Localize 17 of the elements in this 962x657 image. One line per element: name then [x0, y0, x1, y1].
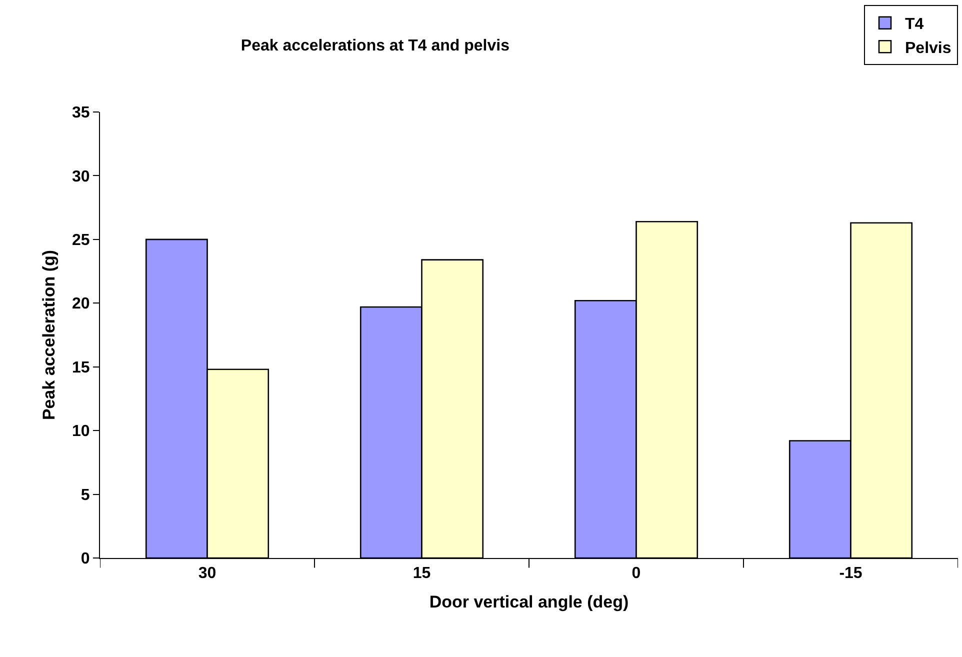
- y-tick-label: 35: [72, 104, 90, 122]
- x-tick-label: 0: [632, 565, 641, 582]
- x-tick-label: 15: [412, 565, 431, 582]
- y-tick-label: 0: [80, 550, 90, 568]
- x-tick-label: -15: [839, 565, 862, 582]
- y-tick-label: 10: [72, 423, 90, 440]
- y-axis-title: Peak acceleration (g): [40, 250, 59, 420]
- y-tick-label: 15: [72, 359, 90, 376]
- y-tick-label: 30: [72, 168, 90, 186]
- legend-label: T4: [905, 16, 924, 34]
- y-tick-label: 5: [80, 486, 90, 504]
- y-tick-label: 20: [72, 296, 90, 313]
- y-tick-label: 25: [72, 232, 90, 250]
- x-axis-title: Door vertical angle (deg): [429, 592, 629, 612]
- legend-label: Pelvis: [905, 40, 952, 57]
- x-tick-label: 30: [198, 565, 216, 582]
- chart-title: Peak accelerations at T4 and pelvis: [240, 38, 510, 55]
